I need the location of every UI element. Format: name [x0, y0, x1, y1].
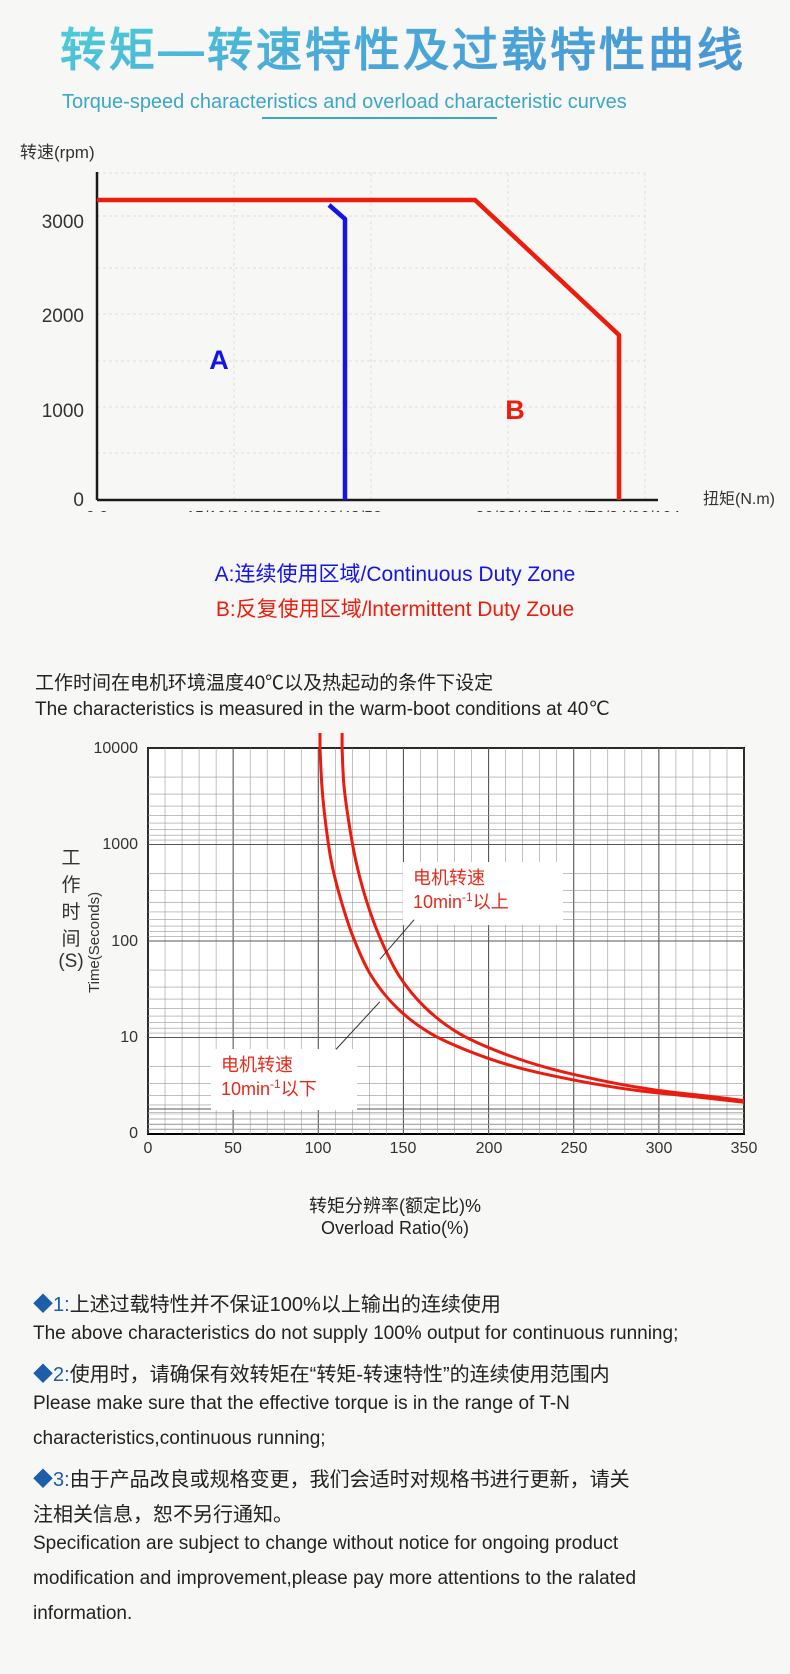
svg-text:0.0: 0.0: [86, 509, 108, 512]
svg-text:300: 300: [646, 1140, 673, 1157]
svg-text:B: B: [505, 395, 525, 425]
svg-text:10min-1以上: 10min-1以上: [413, 890, 509, 912]
svg-text:0: 0: [73, 490, 84, 511]
svg-text:1000: 1000: [102, 836, 138, 853]
svg-text:1000: 1000: [42, 401, 84, 422]
svg-text:100: 100: [111, 933, 138, 950]
svg-text:10000: 10000: [94, 740, 139, 757]
svg-text:0: 0: [129, 1125, 138, 1142]
svg-text:A: A: [209, 345, 229, 375]
svg-text:30/38/48/56/64/72/84/96/104: 30/38/48/56/64/72/84/96/104: [476, 509, 681, 512]
svg-text:150: 150: [390, 1140, 417, 1157]
svg-text:电机转速: 电机转速: [413, 868, 485, 888]
svg-text:10: 10: [120, 1029, 138, 1046]
svg-text:50: 50: [224, 1140, 242, 1157]
svg-text:0: 0: [144, 1140, 153, 1157]
svg-text:200: 200: [476, 1140, 503, 1157]
svg-text:电机转速: 电机转速: [221, 1055, 293, 1075]
svg-text:15/19/24/28/32/36/42/48/52: 15/19/24/28/32/36/42/48/52: [186, 509, 382, 512]
svg-text:100: 100: [305, 1140, 332, 1157]
svg-text:2000: 2000: [42, 306, 84, 327]
svg-text:10min-1以下: 10min-1以下: [221, 1077, 317, 1099]
svg-text:350: 350: [731, 1140, 758, 1157]
svg-text:扭矩(N.m): 扭矩(N.m): [703, 490, 775, 508]
svg-text:250: 250: [561, 1140, 588, 1157]
svg-text:3000: 3000: [42, 212, 84, 233]
